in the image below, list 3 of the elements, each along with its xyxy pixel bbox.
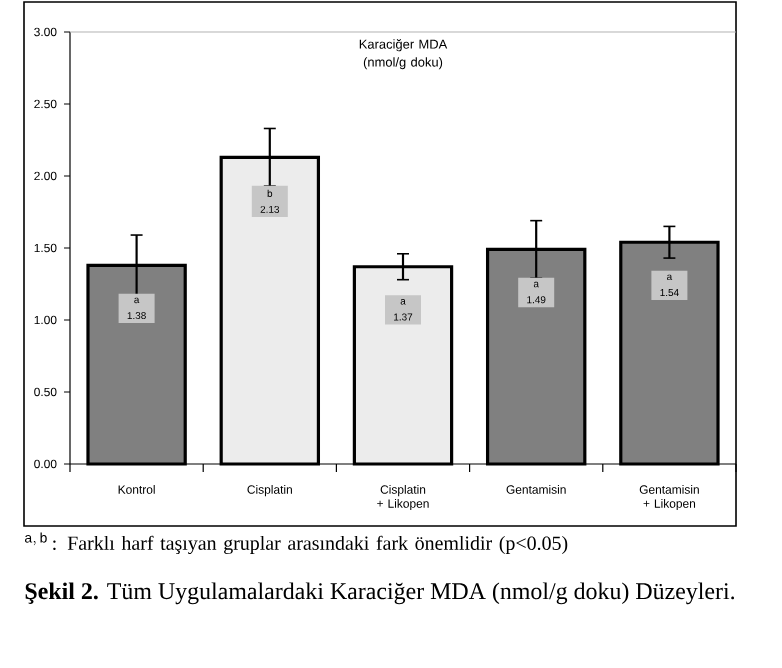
text: : Farklı harf taşıyan gruplar arasındaki fark önemlidir (p<0.05)	[53, 535, 568, 555]
text: $^{\mathrm{a,\,b}}$	[24, 532, 47, 546]
text: Şekil 2. Tüm Uygulamalardaki Karaciğer MDA (nmol/g doku) Düzeyleri.	[25, 582, 735, 605]
